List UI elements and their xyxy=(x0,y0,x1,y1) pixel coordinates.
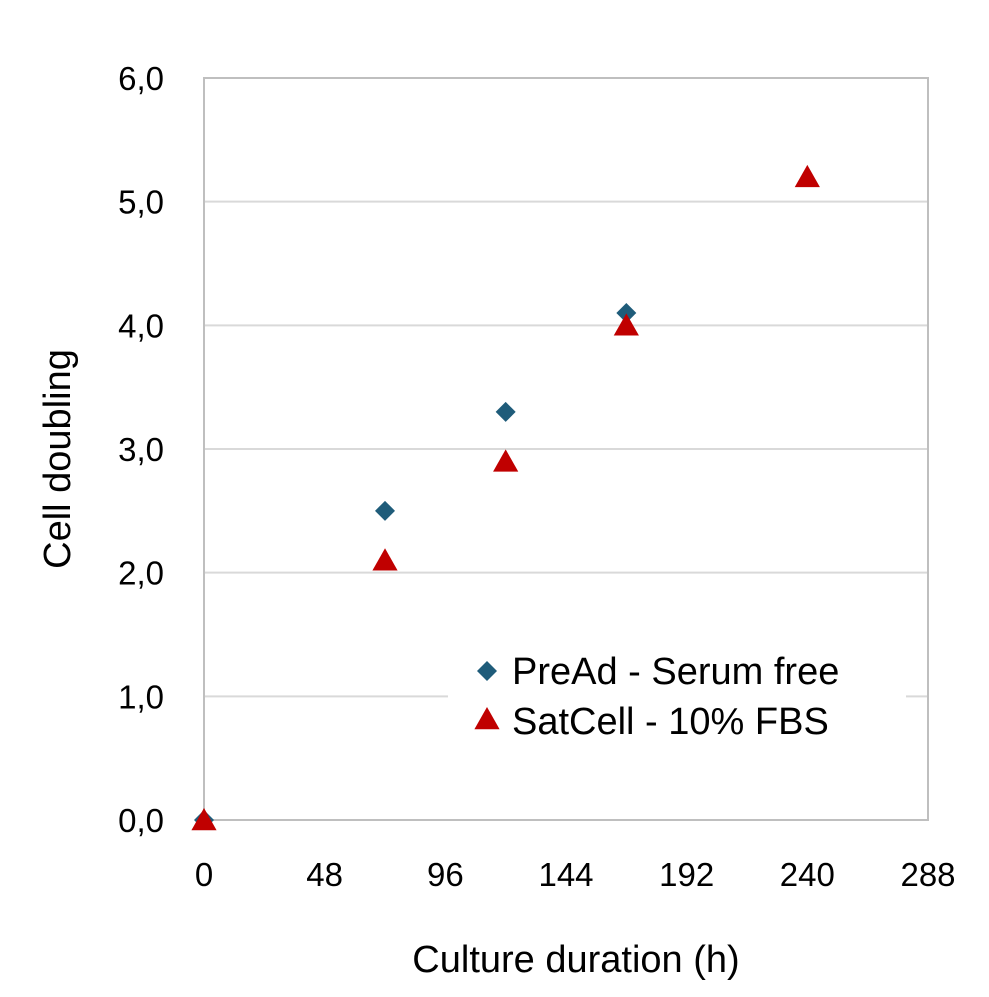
x-tick-label: 240 xyxy=(780,856,835,893)
x-tick-label: 192 xyxy=(659,856,714,893)
x-tick-label: 96 xyxy=(427,856,464,893)
y-tick-label: 0,0 xyxy=(118,802,164,839)
y-tick-label: 6,0 xyxy=(118,60,164,97)
x-tick-label: 0 xyxy=(195,856,213,893)
x-axis-ticks: 0 48 96 144 192 240 288 xyxy=(195,856,956,893)
y-axis-title: Cell doubling xyxy=(37,349,79,569)
x-axis-title: Culture duration (h) xyxy=(412,939,739,981)
y-tick-label: 5,0 xyxy=(118,184,164,221)
triangle-point xyxy=(794,164,820,188)
triangle-point xyxy=(372,548,398,571)
triangle-point xyxy=(613,313,639,336)
legend-triangle-icon xyxy=(474,707,500,730)
diamond-point xyxy=(495,401,516,422)
plot-area-border xyxy=(203,77,929,821)
diamond-point xyxy=(375,500,395,521)
legend: PreAd - Serum free SatCell - 10% FBS xyxy=(448,640,906,755)
y-tick-label: 3,0 xyxy=(118,431,164,468)
y-tick-label: 2,0 xyxy=(118,555,164,592)
legend-background xyxy=(448,640,906,755)
x-tick-label: 288 xyxy=(900,856,955,893)
triangle-point xyxy=(191,808,217,831)
x-tick-label: 144 xyxy=(538,856,593,893)
y-tick-label: 4,0 xyxy=(118,307,164,344)
legend-diamond-icon xyxy=(477,661,497,681)
data-points xyxy=(191,164,820,831)
y-tick-label: 1,0 xyxy=(118,678,164,715)
legend-label: PreAd - Serum free xyxy=(512,651,839,693)
gridlines xyxy=(204,200,928,698)
y-axis-ticks: 0,0 1,0 2,0 3,0 4,0 5,0 6,0 xyxy=(118,60,164,839)
diamond-point xyxy=(616,302,637,323)
legend-label: SatCell - 10% FBS xyxy=(512,701,829,743)
triangle-point xyxy=(493,449,519,472)
x-tick-label: 48 xyxy=(306,856,343,893)
